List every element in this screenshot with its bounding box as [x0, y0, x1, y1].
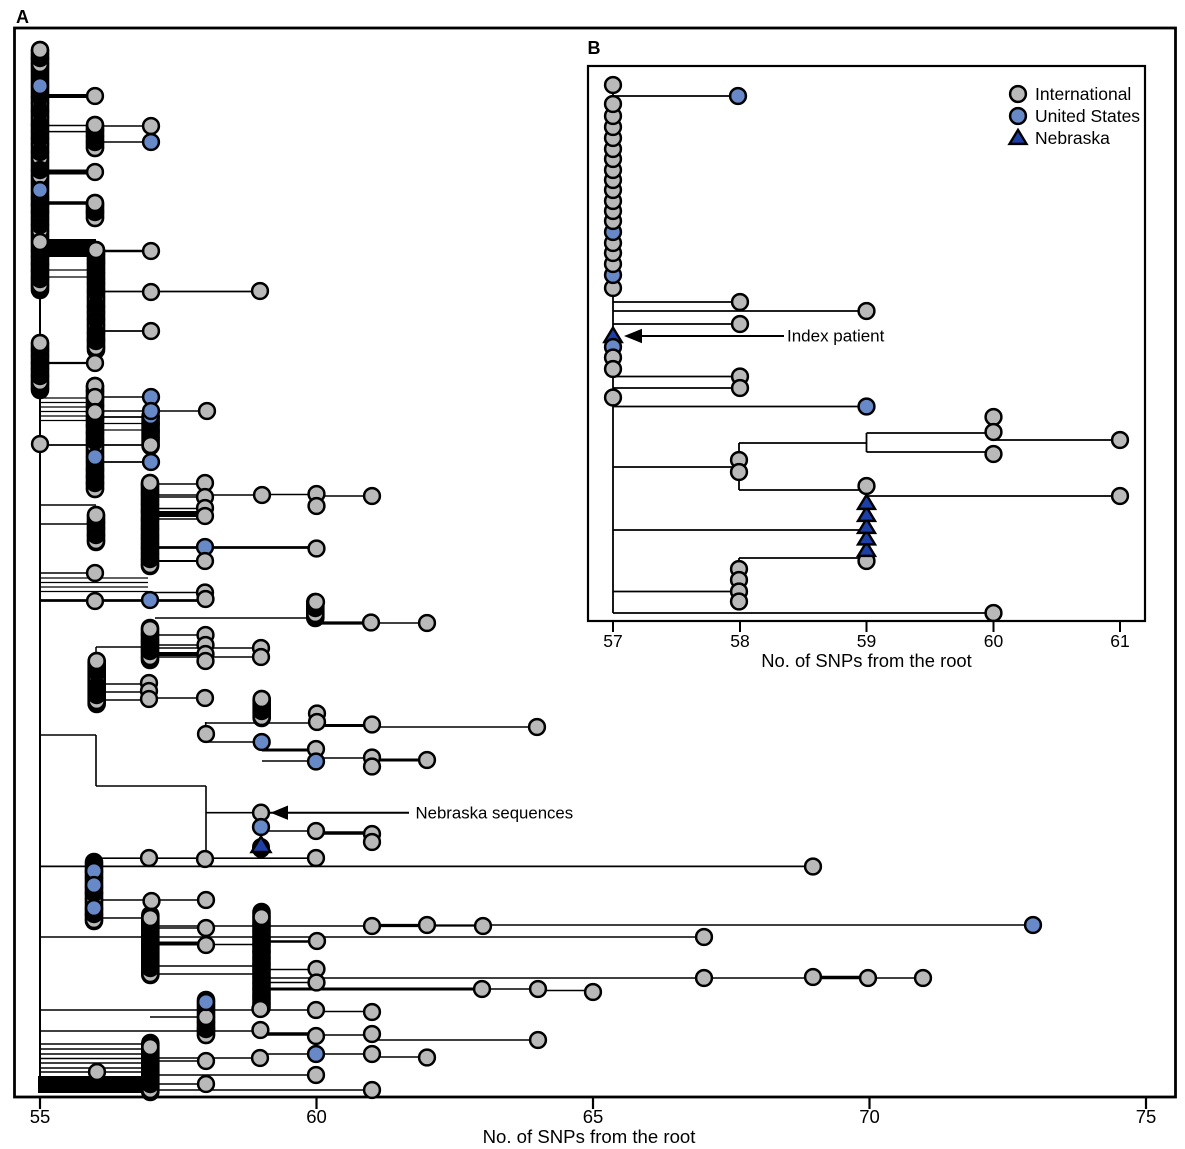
- svg-text:75: 75: [1136, 1106, 1157, 1127]
- svg-text:No. of SNPs from the root: No. of SNPs from the root: [761, 650, 972, 671]
- svg-text:59: 59: [857, 631, 876, 651]
- svg-text:55: 55: [30, 1106, 51, 1127]
- svg-text:61: 61: [1110, 631, 1129, 651]
- svg-text:A: A: [16, 7, 29, 27]
- svg-text:57: 57: [603, 631, 622, 651]
- svg-text:58: 58: [730, 631, 749, 651]
- svg-text:Index patient: Index patient: [787, 327, 885, 346]
- svg-text:No. of SNPs from the root: No. of SNPs from the root: [483, 1126, 697, 1147]
- svg-text:United States: United States: [1035, 106, 1140, 126]
- svg-text:B: B: [588, 38, 601, 58]
- svg-text:65: 65: [583, 1106, 604, 1127]
- svg-text:60: 60: [306, 1106, 327, 1127]
- svg-text:70: 70: [859, 1106, 880, 1127]
- svg-text:International: International: [1035, 84, 1131, 104]
- svg-text:60: 60: [984, 631, 1004, 651]
- svg-text:Nebraska sequences: Nebraska sequences: [416, 804, 574, 823]
- svg-text:Nebraska: Nebraska: [1035, 128, 1110, 148]
